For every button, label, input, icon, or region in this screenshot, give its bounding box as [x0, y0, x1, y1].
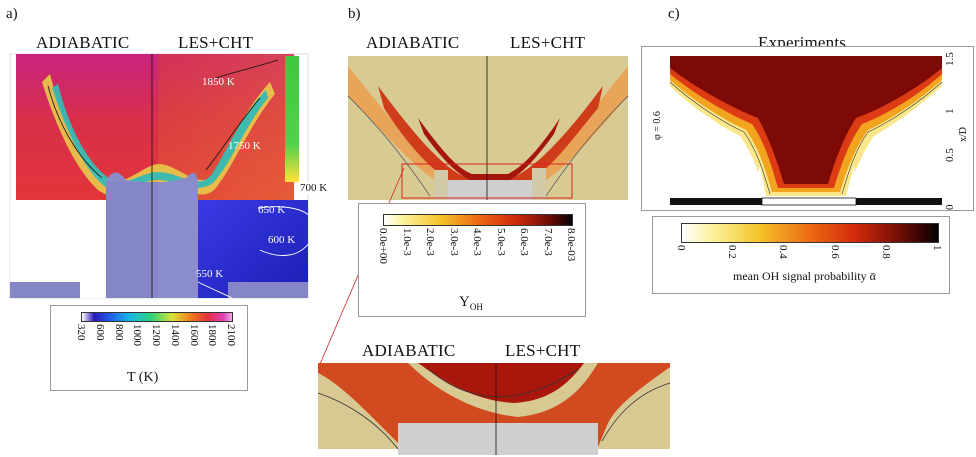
exp-inlet-right [846, 166, 860, 196]
probability-tick-1: 0.2 [726, 245, 739, 259]
isotherm-label-600: 600 K [268, 234, 296, 246]
zoom-contour-left [317, 392, 399, 450]
oh-v-band [378, 86, 603, 186]
probability-tick-5: 1 [931, 245, 943, 251]
probability-tick-4: 0.8 [879, 245, 892, 259]
inlet-wall-right [158, 182, 198, 298]
exp-core [670, 56, 942, 184]
oh-inlet-centre [448, 180, 538, 200]
temperature-tick-2: 800 [112, 324, 125, 341]
xd-tick-3: 0 [944, 204, 956, 211]
inlet-tip [106, 172, 198, 183]
probability-tick-0: 0 [675, 245, 687, 251]
isotherm-label-1750: 1750 K [228, 140, 261, 152]
isotherm-label-1850: 1850 K [202, 76, 235, 88]
experiment-phi-label: φ = 0.6 [652, 111, 663, 140]
oh-inlet-left [434, 170, 448, 200]
oh-tick-8: 8.0e-03 [565, 228, 577, 262]
zoom-base-left [318, 449, 398, 455]
oh-colorbar-gradient [383, 214, 573, 226]
zoom-flame-core [418, 363, 584, 403]
panel-a-label: a) [6, 6, 18, 22]
panel-c-label: c) [668, 6, 680, 22]
cold-region [196, 200, 308, 298]
oh-tick-4: 4.0e-3 [471, 228, 483, 256]
exp-base-centre [761, 197, 857, 206]
panel-a-right-title: LES+CHT [178, 33, 254, 52]
temperature-tick-5: 1400 [168, 324, 181, 346]
oh-tick-6: 6.0e-3 [518, 228, 530, 256]
zoom-base-right [598, 449, 670, 455]
isotherm-1850 [209, 59, 279, 81]
oh-tick-3: 3.0e-3 [447, 228, 460, 256]
temperature-colorbar: 320 600 800 1000 1200 1400 1600 1800 2100 T (K) [50, 305, 248, 391]
oh-inlet-right [532, 168, 546, 200]
isotherm-650 [257, 206, 315, 256]
wall-strip [285, 56, 299, 182]
zoom-inlet [398, 423, 598, 455]
inlet-wall-left [106, 182, 158, 298]
temperature-tick-4: 1200 [150, 324, 162, 346]
probability-tick-2: 0.4 [777, 245, 790, 259]
oh-zoom-plot [317, 363, 671, 455]
isotherm-label-650: 650 K [258, 204, 286, 216]
panel-b-left-title: ADIABATIC [366, 33, 460, 52]
exp-inlet-left [752, 166, 766, 196]
oh-field-plot [347, 56, 629, 200]
flame-front-outer [42, 74, 275, 196]
probability-tick-3: 0.6 [828, 245, 841, 259]
isotherm-1750b [205, 97, 261, 171]
oh-colorbar-label-main: Y [459, 294, 470, 310]
xd-tick-0: 1.5 [944, 52, 956, 66]
exp-contour-r [841, 81, 943, 195]
probability-colorbar-gradient [681, 223, 939, 243]
oh-contour-left [347, 95, 431, 197]
exp-base-left [670, 198, 762, 205]
temperature-colorbar-label: T (K) [127, 370, 159, 385]
temperature-tick-8: 2100 [225, 324, 237, 346]
oh-tick-0: 0.0e+00 [377, 228, 389, 264]
temperature-tick-3: 1000 [131, 324, 144, 346]
temperature-tick-1: 600 [93, 324, 106, 341]
oh-contour-right [545, 95, 629, 197]
temperature-tick-6: 1600 [187, 324, 200, 346]
panel-b-label: b) [348, 6, 361, 22]
oh-tick-7: 7.0e-3 [541, 228, 554, 256]
experiment-plot [669, 56, 943, 206]
zoom-box [401, 163, 573, 199]
oh-tick-1: 1.0e-3 [400, 228, 413, 256]
isotherm-550 [197, 281, 233, 299]
exp-base-right [856, 198, 942, 205]
isotherm-label-700: 700 K [300, 182, 328, 194]
oh-v-band-outer [348, 66, 628, 192]
probability-colorbar: 0 0.2 0.4 0.6 0.8 1 mean OH signal probabilit… [652, 216, 950, 294]
oh-tick-2: 2.0e-3 [424, 228, 436, 256]
temperature-colorbar-gradient [81, 312, 233, 322]
oh-colorbar-label: YOH [459, 294, 483, 312]
temperature-field-plot [9, 53, 315, 299]
zoom-contour-right [601, 382, 671, 442]
zoom-left-title: ADIABATIC [362, 341, 456, 360]
oh-tick-5: 5.0e-3 [494, 228, 507, 256]
zoom-contour-mid [427, 368, 579, 398]
temperature-tick-7: 1800 [206, 324, 219, 346]
isotherm-label-550: 550 K [196, 268, 224, 280]
probability-colorbar-label: mean OH signal probability ᾱ [733, 269, 876, 283]
zoom-right-title: LES+CHT [505, 341, 581, 360]
oh-colorbar: 0.0e+00 1.0e-3 2.0e-3 3.0e-3 4.0e-3 5.0e-3 6.0… [358, 203, 586, 317]
temperature-tick-0: 320 [75, 324, 87, 341]
exp-contour [669, 81, 771, 195]
experiment-xd-label: x/D [958, 127, 969, 142]
bottom-block-right [228, 282, 308, 298]
xd-tick-1: 1 [944, 108, 956, 115]
xd-tick-2: 0.5 [944, 148, 956, 162]
panel-b-right-title: LES+CHT [510, 33, 586, 52]
isotherm-1750 [47, 85, 103, 179]
bottom-block-left [10, 282, 80, 298]
panel-a-left-title: ADIABATIC [36, 33, 130, 52]
oh-colorbar-label-sub: OH [469, 302, 483, 312]
